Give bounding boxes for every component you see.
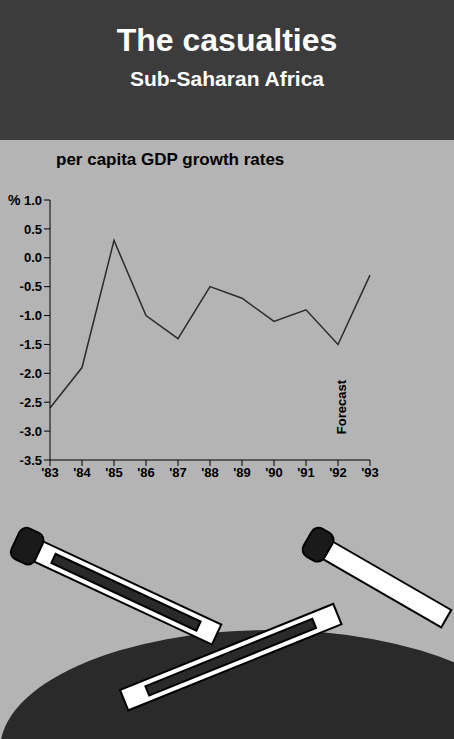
svg-text:0.5: 0.5 [24, 222, 42, 237]
svg-text:-0.5: -0.5 [20, 279, 42, 294]
svg-text:'92: '92 [329, 465, 347, 480]
svg-text:-1.5: -1.5 [20, 337, 42, 352]
svg-text:'89: '89 [233, 465, 251, 480]
svg-text:'84: '84 [73, 465, 91, 480]
svg-text:'86: '86 [137, 465, 155, 480]
svg-text:1.0: 1.0 [24, 193, 42, 208]
html-text:Sub-Saharan Africa: Sub-Saharan Africa [129, 67, 324, 90]
svg-text:-2.0: -2.0 [20, 366, 42, 381]
svg-text:'91: '91 [297, 465, 315, 480]
svg-text:'93: '93 [361, 465, 379, 480]
svg-text:-3.5: -3.5 [20, 453, 42, 468]
svg-text:0.0: 0.0 [24, 250, 42, 265]
html-text:per capita GDP growth rates: per capita GDP growth rates [56, 150, 285, 169]
html-text:The casualties: The casualties [116, 22, 338, 58]
svg-text:-1.0: -1.0 [20, 308, 42, 323]
svg-text:'90: '90 [265, 465, 283, 480]
html-text:Forecast: Forecast [334, 380, 349, 435]
svg-text:'88: '88 [201, 465, 219, 480]
svg-text:-2.5: -2.5 [20, 395, 42, 410]
svg-text:-3.0: -3.0 [20, 424, 42, 439]
svg-text:'87: '87 [169, 465, 187, 480]
svg-text:'85: '85 [105, 465, 123, 480]
svg-text:'83: '83 [41, 465, 59, 480]
